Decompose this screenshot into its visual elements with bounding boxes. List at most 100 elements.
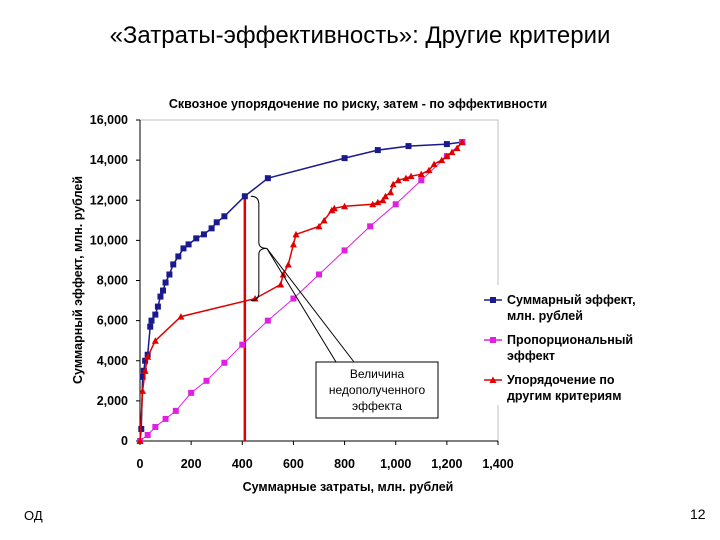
data-point	[330, 204, 338, 212]
data-point	[417, 170, 425, 178]
legend-swatch-marker	[489, 376, 497, 383]
data-point	[289, 240, 297, 248]
data-point	[239, 341, 246, 348]
y-tick-label: 12,000	[90, 193, 128, 207]
legend: Суммарный эффект, млн. рублей Пропорционал…	[480, 285, 648, 405]
data-point	[379, 196, 387, 204]
data-point	[402, 174, 410, 182]
y-tick-label: 8,000	[97, 274, 128, 288]
y-tick-label: 2,000	[97, 394, 128, 408]
annotation-text: недополученного	[329, 383, 426, 397]
data-point	[144, 353, 152, 360]
data-point	[443, 141, 450, 148]
y-tick-label: 10,000	[90, 233, 128, 247]
data-point	[139, 373, 146, 380]
x-tick-label: 1,400	[482, 457, 513, 471]
data-point	[316, 271, 322, 278]
data-point	[151, 337, 159, 344]
legend-label: эффект	[507, 349, 555, 363]
data-point	[438, 156, 446, 164]
data-point	[147, 323, 154, 330]
data-point	[193, 235, 200, 242]
data-point	[341, 155, 348, 162]
footer-label: ОД	[24, 508, 43, 523]
x-tick-label: 800	[334, 457, 355, 471]
data-point	[221, 359, 228, 366]
data-point	[277, 281, 285, 288]
legend-swatch-marker	[490, 337, 496, 343]
legend-box	[480, 285, 648, 405]
y-tick-label: 4,000	[97, 354, 128, 368]
y-tick-label: 14,000	[90, 153, 128, 167]
data-point	[162, 415, 169, 422]
legend-label: млн. рублей	[507, 309, 583, 323]
data-point	[341, 247, 348, 254]
x-tick-label: 1,000	[380, 457, 411, 471]
annotation-layer: Величина недополученного эффекта	[250, 195, 439, 419]
x-tick-label: 400	[232, 457, 253, 471]
data-point	[448, 148, 456, 156]
data-point	[381, 192, 389, 200]
legend-entry: Суммарный эффект, млн. рублей	[484, 293, 636, 323]
data-point	[389, 180, 397, 188]
data-point	[148, 317, 155, 324]
data-point	[430, 160, 438, 168]
data-point	[458, 138, 466, 146]
x-tick-label: 600	[283, 457, 304, 471]
data-point	[152, 423, 159, 430]
data-point	[142, 357, 149, 364]
x-tick-label: 1,200	[431, 457, 462, 471]
data-point	[152, 311, 159, 318]
legend-label: Суммарный эффект,	[507, 293, 636, 307]
annotation-leader	[266, 248, 355, 363]
annotation-box	[315, 361, 439, 419]
data-point	[141, 367, 149, 374]
series-2	[137, 139, 466, 444]
data-point	[367, 223, 374, 230]
data-point	[374, 198, 382, 206]
y-tick-label: 0	[121, 434, 128, 448]
series-line	[139, 141, 463, 442]
data-point	[374, 147, 381, 154]
data-point	[166, 271, 173, 278]
data-point	[170, 261, 177, 268]
slide-title: «Затраты-эффективность»: Другие критерии	[109, 22, 611, 49]
data-point	[188, 389, 195, 396]
legend-label: Упорядочение по	[507, 373, 615, 387]
data-point	[200, 231, 207, 238]
data-point	[160, 287, 167, 294]
data-point	[320, 216, 328, 224]
x-axis-label: Суммарные затраты, млн. рублей	[243, 480, 454, 494]
page-number: 12	[690, 506, 706, 522]
data-point	[279, 270, 287, 278]
data-point	[136, 437, 144, 444]
data-point	[213, 219, 220, 226]
data-point	[290, 295, 297, 302]
data-point	[453, 144, 461, 152]
data-point	[241, 193, 248, 200]
data-point	[443, 152, 451, 160]
data-point	[407, 172, 415, 180]
legend-entry: Упорядочение по другим критериям	[484, 373, 621, 403]
data-point	[264, 175, 271, 182]
data-point	[144, 431, 151, 438]
data-point	[341, 202, 349, 210]
annotation-text: эффекта	[352, 399, 402, 413]
series-3	[136, 138, 466, 444]
data-point	[185, 241, 192, 248]
legend-label: Пропорциональный	[507, 333, 633, 347]
data-point	[405, 143, 412, 150]
data-point	[139, 387, 147, 394]
x-tick-label: 0	[137, 457, 144, 471]
data-point	[177, 313, 185, 320]
data-point	[284, 260, 292, 268]
data-point	[418, 177, 425, 184]
data-point	[157, 293, 164, 300]
data-point	[392, 201, 399, 208]
series-layer	[136, 138, 466, 444]
data-point	[162, 279, 169, 286]
data-point	[175, 253, 182, 260]
legend-swatch-marker	[490, 297, 496, 303]
data-point	[292, 230, 300, 238]
